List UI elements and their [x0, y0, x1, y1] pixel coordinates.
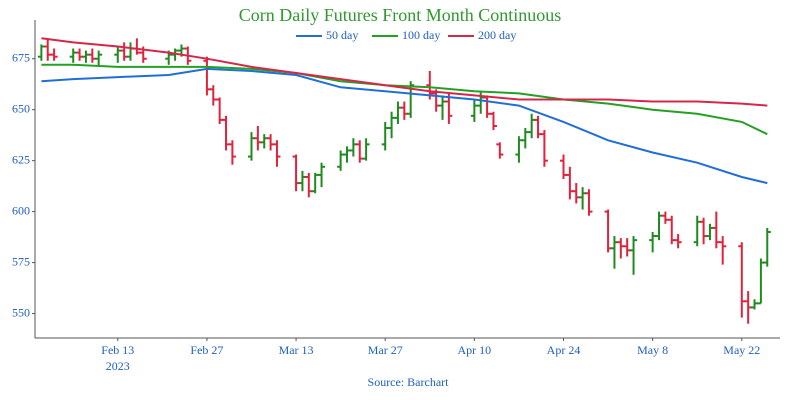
legend-label: 50 day [326, 28, 358, 42]
x-tick-label: May 8 [637, 343, 668, 357]
moving-average-line [41, 37, 768, 107]
y-tick-label: 550 [12, 305, 30, 319]
y-tick-label: 675 [12, 50, 30, 64]
legend-label: 200 day [478, 28, 516, 42]
y-tick-label: 650 [12, 101, 30, 115]
y-tick-label: 575 [12, 254, 30, 268]
x-tick-label: Feb 27 [190, 343, 223, 357]
y-tick-label: 625 [12, 152, 30, 166]
x-tick-label: Apr 24 [547, 343, 581, 357]
x-year-label: 2023 [106, 359, 130, 373]
moving-average-line [41, 67, 768, 185]
x-tick-label: Mar 27 [368, 343, 403, 357]
y-tick-label: 600 [12, 203, 30, 217]
x-tick-label: May 22 [723, 343, 760, 357]
moving-average-line [41, 63, 768, 136]
x-tick-label: Feb 13 [101, 343, 134, 357]
legend-label: 100 day [402, 28, 440, 42]
x-tick-label: Mar 13 [279, 343, 314, 357]
x-tick-label: Apr 10 [458, 343, 492, 357]
source-note: Source: Barchart [368, 375, 450, 389]
chart-title: Corn Daily Futures Front Month Continuou… [239, 5, 562, 25]
